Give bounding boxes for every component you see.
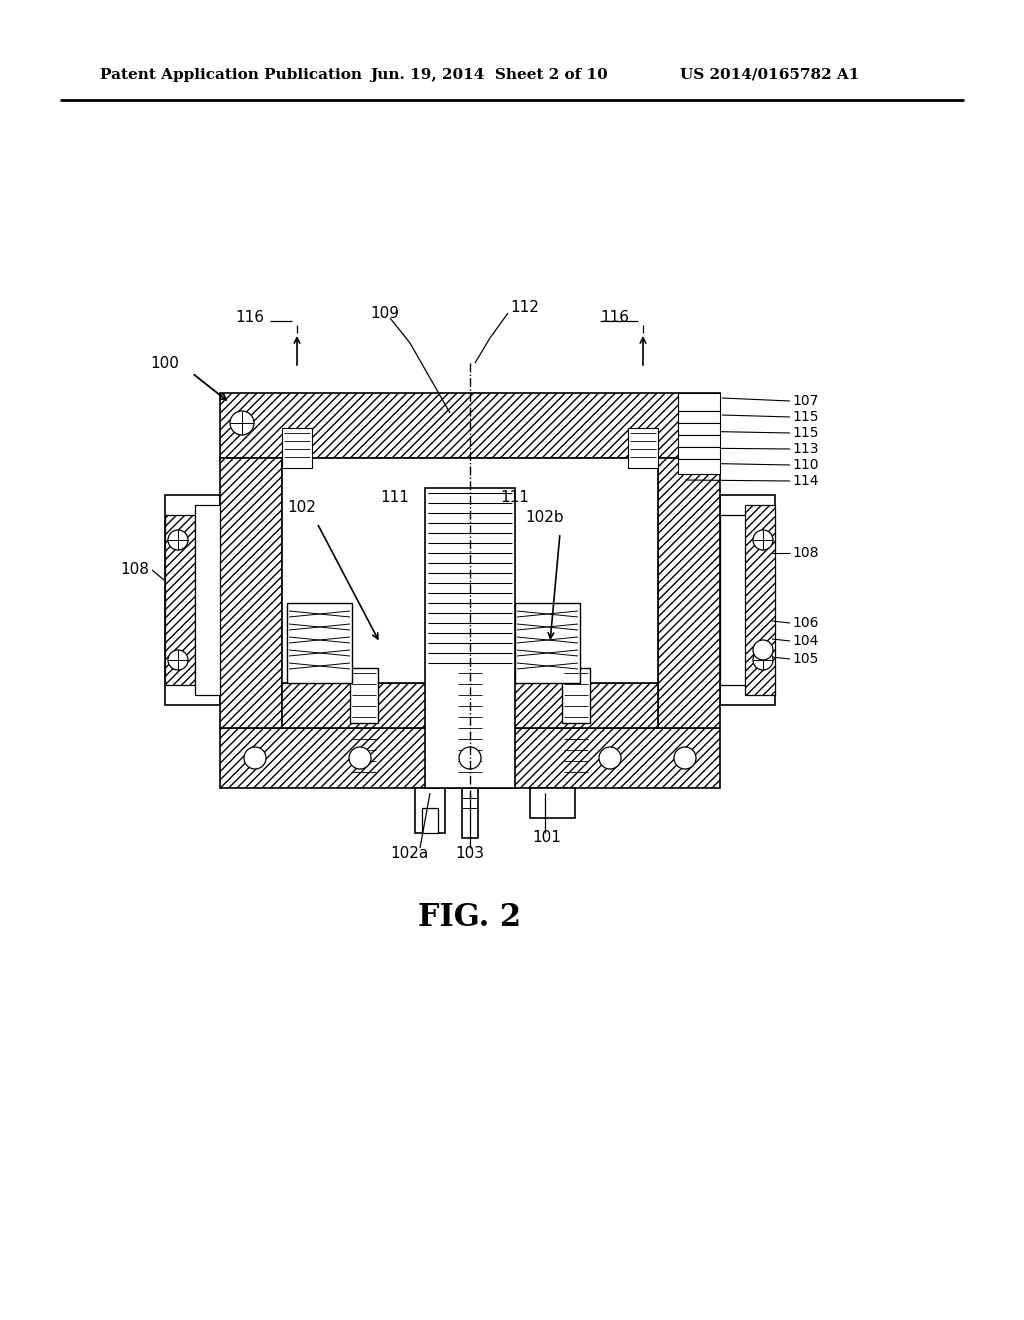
Bar	[678, 436, 720, 447]
Text: 105: 105	[792, 652, 818, 667]
Bar	[287, 603, 352, 682]
Bar	[745, 506, 775, 696]
Circle shape	[230, 411, 254, 436]
Circle shape	[168, 531, 188, 550]
Text: 101: 101	[532, 830, 561, 846]
Text: FIG. 2: FIG. 2	[419, 903, 521, 933]
Bar	[350, 668, 378, 723]
Bar	[220, 458, 282, 729]
Bar	[720, 495, 775, 705]
Bar	[678, 459, 720, 474]
Bar	[425, 488, 515, 788]
Bar	[628, 428, 658, 469]
Circle shape	[459, 747, 481, 770]
Text: 111: 111	[380, 491, 409, 506]
Text: 100: 100	[150, 355, 179, 371]
Circle shape	[753, 649, 773, 671]
Text: 102b: 102b	[525, 511, 563, 525]
Text: US 2014/0165782 A1: US 2014/0165782 A1	[680, 69, 859, 82]
Bar	[282, 458, 658, 682]
Bar	[562, 668, 590, 723]
Text: 112: 112	[510, 301, 539, 315]
Text: 106: 106	[792, 616, 818, 630]
Text: 116: 116	[600, 310, 629, 326]
Bar	[456, 668, 484, 723]
Bar	[678, 411, 720, 422]
Bar	[422, 808, 438, 833]
Bar	[220, 393, 720, 458]
Bar	[515, 603, 580, 682]
Text: 102a: 102a	[390, 846, 428, 861]
Text: 108: 108	[120, 562, 148, 578]
Bar	[282, 428, 312, 469]
Bar	[530, 788, 575, 818]
Text: 102: 102	[287, 500, 315, 516]
Text: 108: 108	[792, 546, 818, 560]
Text: 109: 109	[370, 305, 399, 321]
Text: 103: 103	[455, 846, 484, 861]
Text: 107: 107	[792, 393, 818, 408]
Text: 114: 114	[792, 474, 818, 488]
Text: 104: 104	[792, 634, 818, 648]
Bar	[282, 682, 658, 729]
Circle shape	[349, 747, 371, 770]
Bar	[415, 788, 445, 833]
Bar	[165, 495, 220, 705]
Bar	[658, 458, 720, 729]
Circle shape	[753, 640, 773, 660]
Bar	[678, 447, 720, 459]
Text: Jun. 19, 2014  Sheet 2 of 10: Jun. 19, 2014 Sheet 2 of 10	[370, 69, 608, 82]
Bar	[720, 515, 750, 685]
Text: 115: 115	[792, 426, 818, 440]
Text: 116: 116	[236, 310, 264, 326]
Bar	[462, 788, 478, 838]
Circle shape	[244, 747, 266, 770]
Text: 115: 115	[792, 411, 818, 424]
Bar	[165, 515, 195, 685]
Bar	[195, 506, 220, 696]
Bar	[678, 393, 720, 411]
Circle shape	[168, 649, 188, 671]
Text: 111: 111	[500, 491, 528, 506]
Circle shape	[674, 747, 696, 770]
Text: 113: 113	[792, 442, 818, 455]
Circle shape	[753, 531, 773, 550]
Circle shape	[686, 411, 710, 436]
Text: 110: 110	[792, 458, 818, 473]
Bar	[678, 422, 720, 436]
Bar	[220, 729, 720, 788]
Text: Patent Application Publication: Patent Application Publication	[100, 69, 362, 82]
Circle shape	[599, 747, 621, 770]
